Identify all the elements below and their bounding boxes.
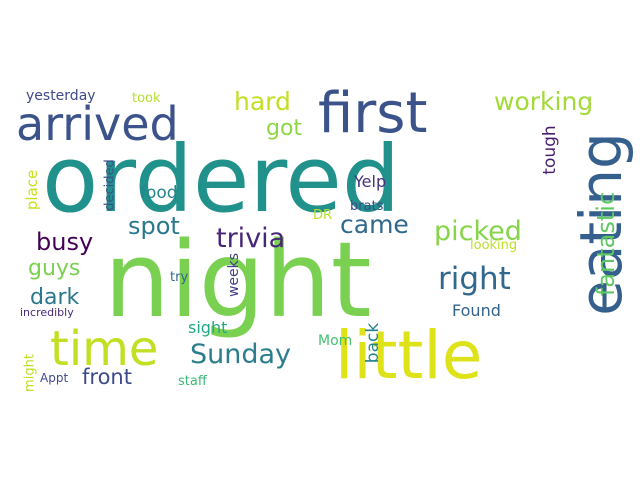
- word: Appt: [40, 371, 68, 385]
- word: little: [335, 317, 482, 394]
- word: back: [363, 323, 383, 364]
- word: hard: [234, 87, 291, 116]
- word: eating: [567, 132, 635, 316]
- word: busy: [36, 228, 93, 256]
- word: Yelp: [353, 172, 386, 191]
- word: tough: [540, 125, 560, 174]
- word: took: [132, 91, 161, 106]
- word: looking: [470, 238, 517, 253]
- word: Mom: [318, 333, 352, 349]
- word: night: [104, 219, 372, 341]
- word: time: [50, 321, 158, 377]
- word: yesterday: [26, 88, 96, 104]
- word: weeks: [226, 253, 242, 297]
- word: working: [494, 87, 593, 116]
- word: got: [266, 116, 302, 141]
- word: dark: [30, 285, 79, 310]
- word: trivia: [216, 223, 285, 254]
- word: DR: [313, 208, 332, 223]
- word: Found: [452, 301, 501, 320]
- word: right: [438, 261, 511, 297]
- word: sight: [188, 318, 227, 337]
- word: might: [23, 354, 38, 392]
- word: guys: [28, 256, 80, 281]
- word: brats: [350, 199, 384, 214]
- word: fantastic: [592, 192, 620, 296]
- word: ordered: [42, 126, 400, 233]
- word: first: [318, 81, 427, 146]
- word: place: [23, 170, 41, 210]
- word: came: [340, 210, 409, 239]
- word: food: [140, 183, 178, 203]
- word: decided: [103, 159, 118, 211]
- word: arrived: [16, 97, 179, 151]
- word: Sunday: [190, 339, 291, 370]
- word: spot: [128, 212, 180, 240]
- word: staff: [178, 374, 208, 389]
- word: try: [170, 270, 188, 285]
- word: front: [82, 365, 132, 389]
- word: incredibly: [20, 306, 74, 319]
- word: picked: [434, 216, 522, 247]
